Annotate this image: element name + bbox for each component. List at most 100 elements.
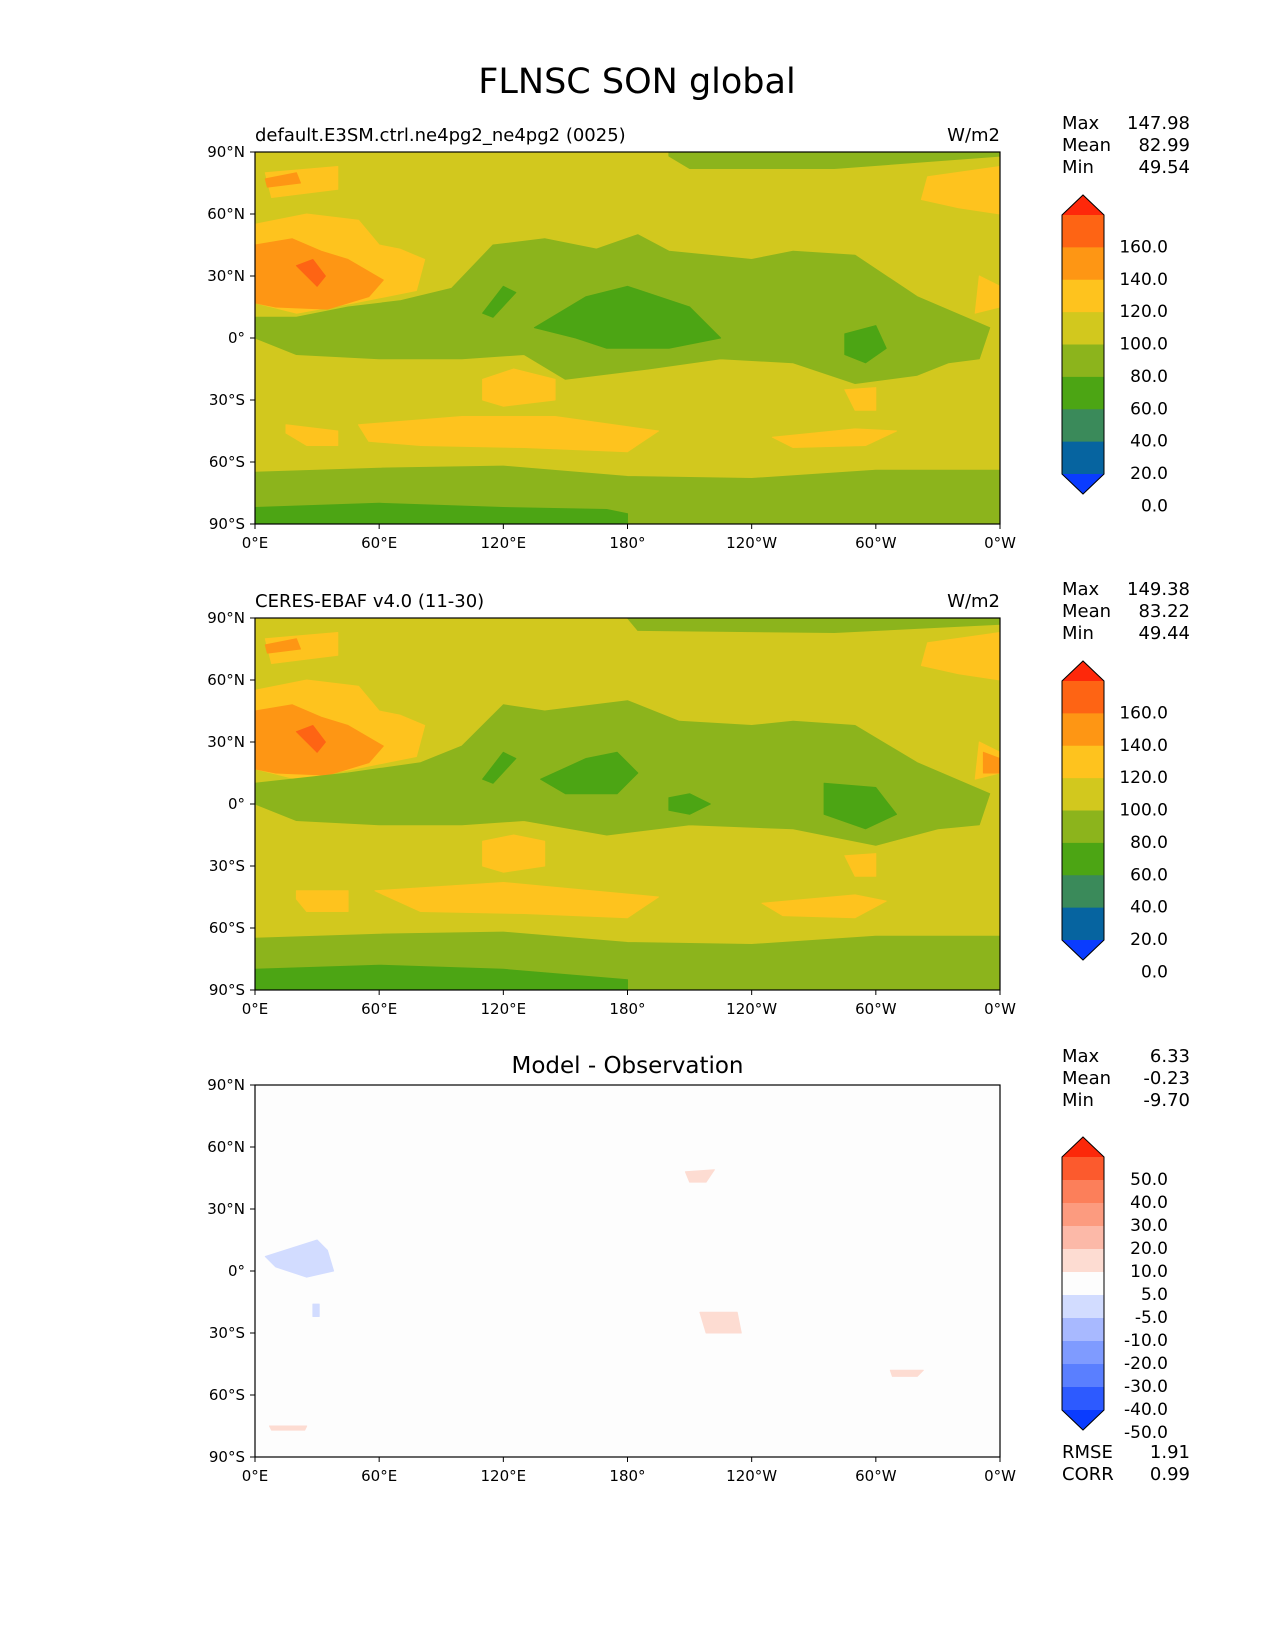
colorbar-label: 0.0	[1141, 496, 1168, 516]
contour-region	[761, 894, 887, 919]
contour-region	[264, 166, 339, 198]
colorbar-label: -10.0	[1124, 1331, 1168, 1351]
colorbar-label: -40.0	[1124, 1400, 1168, 1420]
stat-name: Min	[1062, 157, 1094, 178]
contour-region	[627, 618, 1000, 633]
colorbar-label: 120.0	[1119, 302, 1168, 322]
y-tick-label: 90°N	[207, 609, 245, 627]
panel-title: default.E3SM.ctrl.ne4pg2_ne4pg2 (0025)	[255, 125, 626, 146]
colorbar-segment	[1062, 1203, 1104, 1227]
x-tick-label: 120°E	[481, 1467, 527, 1485]
colorbar-label: 80.0	[1130, 833, 1168, 853]
contour-region	[982, 751, 1000, 774]
stat-name: Min	[1062, 1090, 1094, 1111]
y-tick-label: 0°	[228, 795, 245, 813]
x-tick-label: 0°E	[242, 1467, 269, 1485]
colorbar: 160.0 140.0 120.0 100.0 80.0 60.0 40.0 20.0 0.0	[1061, 194, 1168, 516]
contour-background	[255, 1085, 1000, 1457]
x-tick-label: 60°W	[855, 534, 897, 552]
colorbar-label: 30.0	[1130, 1216, 1168, 1236]
contour-region	[482, 751, 517, 784]
y-tick-label: 60°N	[207, 1138, 245, 1156]
contour-region	[823, 782, 897, 830]
x-tick-label: 0°E	[242, 1000, 269, 1018]
contour-region	[255, 964, 628, 990]
colorbar-label: 20.0	[1130, 464, 1168, 484]
units-label: W/m2	[947, 591, 1000, 612]
colorbar-label: 20.0	[1130, 1239, 1168, 1259]
contour-region	[771, 428, 897, 448]
y-tick-label: 30°N	[207, 267, 245, 285]
colorbar-label: 140.0	[1119, 270, 1168, 290]
colorbar-segment	[1062, 247, 1104, 281]
colorbar-label: 10.0	[1130, 1262, 1168, 1282]
contour-region	[699, 1311, 742, 1334]
stat-value: -9.70	[1143, 1090, 1190, 1111]
y-tick-label: 90°S	[209, 981, 245, 999]
x-tick-label: 0°W	[984, 1467, 1016, 1485]
contour-region	[482, 368, 556, 407]
stat-value: -0.23	[1143, 1068, 1190, 1089]
colorbar-extend-bottom	[1062, 1410, 1104, 1430]
y-tick-label: 0°	[228, 1262, 245, 1280]
contour-region	[295, 259, 326, 287]
colorbar-extend-top	[1062, 661, 1104, 681]
y-tick-label: 60°S	[209, 919, 245, 937]
contour-region	[255, 502, 628, 524]
colorbar-label: 60.0	[1130, 865, 1168, 885]
colorbar: 50.0 40.0 30.0 20.0 10.0 5.0 -5.0 -10.0 -20.0 -30…	[1061, 1136, 1168, 1443]
y-tick-label: 30°S	[209, 391, 245, 409]
summary-value: 0.99	[1150, 1464, 1190, 1485]
stat-name: Min	[1062, 623, 1094, 644]
contour-region	[451, 152, 1000, 169]
colorbar-label: 80.0	[1130, 367, 1168, 387]
colorbar-label: 5.0	[1141, 1285, 1168, 1305]
colorbar-segment	[1062, 1226, 1104, 1250]
colorbar-outline	[1061, 194, 1105, 495]
contour-region	[482, 834, 546, 873]
x-tick-label: 120°E	[481, 1000, 527, 1018]
contour-region	[920, 632, 1000, 681]
colorbar-extend-top	[1062, 1137, 1104, 1157]
y-tick-label: 30°S	[209, 857, 245, 875]
x-tick-label: 0°E	[242, 534, 269, 552]
contour-field	[255, 618, 1000, 990]
stat-name: Max	[1062, 1046, 1100, 1067]
contour-region	[668, 793, 711, 815]
stat-value: 49.44	[1138, 623, 1190, 644]
colorbar-label: 120.0	[1119, 768, 1168, 788]
colorbar-label: -5.0	[1135, 1308, 1168, 1328]
y-tick-label: 60°N	[207, 671, 245, 689]
contour-region	[264, 638, 301, 654]
contour-region	[264, 632, 339, 664]
map-panel-difference: 90°N 60°N 30°N 0° 30°S 60°S 90°S0°E 60°E 120°E 18…	[207, 1046, 1190, 1485]
colorbar-segment	[1062, 842, 1104, 876]
contour-region	[312, 1303, 320, 1317]
colorbar-outline	[1061, 660, 1105, 961]
summary-value: 1.91	[1150, 1442, 1190, 1463]
stat-name: Mean	[1062, 601, 1111, 622]
contour-region	[844, 853, 877, 877]
contour-region	[684, 1169, 715, 1183]
contour-region	[844, 325, 887, 364]
colorbar-segment	[1062, 1387, 1104, 1411]
colorbar-segment	[1062, 907, 1104, 941]
colorbar-label: 160.0	[1119, 703, 1168, 723]
contour-region	[920, 166, 1000, 215]
colorbar-label: -20.0	[1124, 1354, 1168, 1374]
colorbar-segment	[1062, 681, 1104, 714]
colorbar-label: -50.0	[1124, 1423, 1168, 1443]
colorbar-segment	[1062, 1318, 1104, 1342]
contour-region	[358, 416, 659, 453]
contour-region	[889, 1369, 924, 1377]
colorbar-segment	[1062, 1157, 1104, 1181]
contour-field	[255, 152, 1000, 524]
colorbar-label: 100.0	[1119, 801, 1168, 821]
colorbar-label: -30.0	[1124, 1377, 1168, 1397]
contour-region	[269, 1425, 308, 1431]
stat-value: 149.38	[1127, 579, 1190, 600]
colorbar-segment	[1062, 1180, 1104, 1204]
y-tick-label: 90°N	[207, 143, 245, 161]
y-tick-label: 30°N	[207, 733, 245, 751]
colorbar-segment	[1062, 778, 1104, 811]
